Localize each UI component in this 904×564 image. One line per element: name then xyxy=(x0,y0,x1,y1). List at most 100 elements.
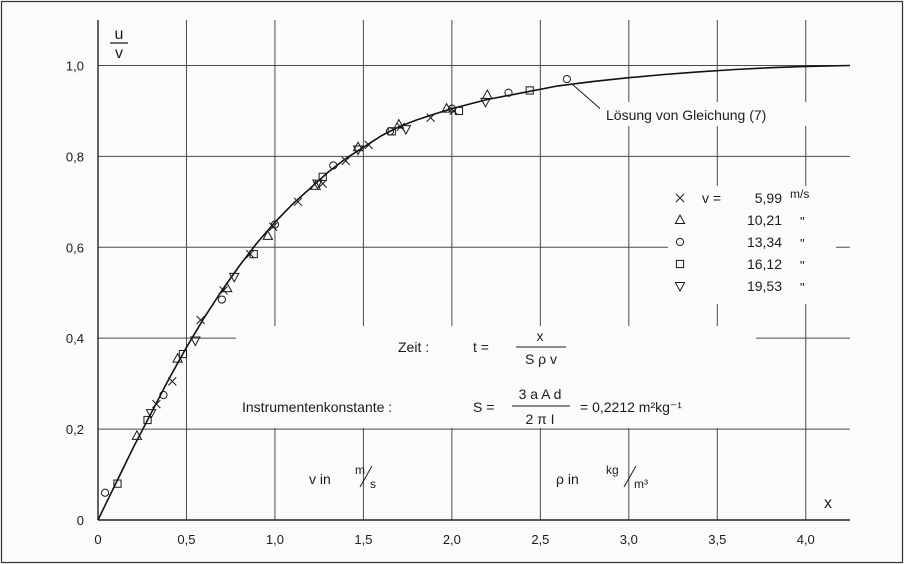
data-point-circle xyxy=(329,161,338,170)
legend-label: 13,34 xyxy=(747,234,782,250)
data-point-x xyxy=(341,156,351,166)
data-point-x xyxy=(318,179,328,188)
data-point-triangle-down xyxy=(228,272,240,283)
data-point-triangle-up xyxy=(262,229,274,240)
data-point-triangle-down xyxy=(189,336,201,347)
x-axis-label: x xyxy=(824,495,832,512)
v-unit-denominator: s xyxy=(370,477,376,491)
data-point-circle xyxy=(159,390,168,400)
y-tick-label: 0,2 xyxy=(66,422,84,437)
legend-unit: m/s xyxy=(790,187,809,201)
legend-marker-triangle-down xyxy=(674,282,686,293)
data-point-x xyxy=(426,113,436,123)
x-tick-label: 1,0 xyxy=(266,532,284,547)
data-point-x xyxy=(152,399,161,409)
y-tick-label: 1,0 xyxy=(66,58,84,73)
legend-label: 10,21 xyxy=(747,212,782,228)
legend-marker-square xyxy=(675,259,685,269)
data-point-triangle-down xyxy=(352,145,364,156)
data-point-circle xyxy=(270,220,280,229)
data-point-triangle-down xyxy=(145,409,157,420)
data-point-triangle-up xyxy=(221,282,233,293)
legend-bg xyxy=(668,186,836,304)
rho-unit-slash xyxy=(623,465,637,488)
instrument-constant-value: = 0,2212 m²kg⁻¹ xyxy=(580,399,682,415)
legend-title: v = xyxy=(702,190,721,206)
v-unit-slash xyxy=(359,465,373,488)
legend-ditto: " xyxy=(800,214,805,229)
instrument-constant-numerator: 3 a A d xyxy=(519,386,562,402)
v-unit-prefix: v in xyxy=(309,471,331,487)
data-point-triangle-up xyxy=(393,118,405,129)
data-point-square xyxy=(318,172,327,181)
data-point-x xyxy=(196,315,205,325)
data-point-x xyxy=(268,222,278,232)
data-point-x xyxy=(167,377,177,386)
legend-label: 5,99 xyxy=(755,190,782,206)
data-point-triangle-up xyxy=(310,179,322,190)
x-tick-label: 3,0 xyxy=(620,532,638,547)
curve-label-leader xyxy=(571,83,605,113)
y-tick-label: 0,4 xyxy=(66,331,84,346)
data-point-square xyxy=(143,415,152,425)
data-point-triangle-up xyxy=(481,88,493,99)
legend-marker-circle xyxy=(675,237,685,247)
zeit-lhs: t = xyxy=(473,339,489,355)
y-tick-label: 0 xyxy=(77,513,84,528)
x-tick-label: 2,0 xyxy=(443,532,461,547)
data-point-circle xyxy=(100,488,110,497)
zeit-label: Zeit : xyxy=(398,339,429,355)
x-tick-label: 1,5 xyxy=(354,532,372,547)
data-point-square xyxy=(387,127,396,136)
data-point-triangle-down xyxy=(400,125,412,136)
legend: v = 5,99 m/s 10,21 " 13,34 " 16,12 " 19,53 " xyxy=(674,187,809,295)
instrument-constant-denominator: 2 π I xyxy=(525,411,554,427)
data-point-square xyxy=(178,349,188,359)
data-point-x xyxy=(449,106,459,116)
v-unit-numerator: m xyxy=(355,463,365,477)
legend-label: 19,53 xyxy=(747,278,782,294)
zeit-numerator: x xyxy=(537,328,544,344)
legend-ditto: " xyxy=(800,258,805,273)
legend-ditto: " xyxy=(800,236,805,251)
instrument-constant-label: Instrumentenkonstante : xyxy=(242,399,392,415)
y-tick-label: 0,8 xyxy=(66,149,84,164)
data-point-circle xyxy=(504,88,513,97)
rho-unit-prefix: ρ in xyxy=(556,471,579,487)
x-tick-label: 0,5 xyxy=(177,532,195,547)
data-point-x xyxy=(293,197,303,207)
curve-label: Lösung von Gleichung (7) xyxy=(606,107,766,123)
solution-curve xyxy=(97,64,851,521)
data-point-triangle-down xyxy=(311,179,323,190)
y-tick-label: 0,6 xyxy=(66,240,84,255)
x-tick-label: 4,0 xyxy=(797,532,815,547)
y-axis-label-top: u xyxy=(115,26,124,43)
instrument-constant-lhs: S = xyxy=(473,399,494,415)
data-point-square xyxy=(525,86,534,95)
data-point-square xyxy=(249,249,258,259)
data-point-triangle-down xyxy=(480,97,491,108)
formula-bg xyxy=(236,326,756,428)
rho-unit-denominator: m³ xyxy=(634,477,648,491)
legend-ditto: " xyxy=(800,280,805,295)
curve-label-bg xyxy=(600,102,836,126)
data-point-triangle-up xyxy=(131,429,143,440)
x-tick-label: 3,5 xyxy=(708,532,726,547)
data-point-circle xyxy=(562,74,571,84)
data-point-x xyxy=(364,140,374,150)
rho-unit-numerator: kg xyxy=(606,463,619,477)
zeit-denominator: S ρ v xyxy=(525,351,557,367)
y-axis-label-bottom: v xyxy=(115,45,123,62)
legend-marker-x xyxy=(675,193,685,203)
data-point-circle xyxy=(217,295,226,304)
data-points xyxy=(100,74,571,497)
x-tick-label: 0 xyxy=(94,532,101,547)
data-point-triangle-up xyxy=(441,102,453,113)
x-tick-label: 2,5 xyxy=(531,532,549,547)
data-point-square xyxy=(113,479,122,488)
tick-labels: 0 0,5 1,0 1,5 2,0 2,5 3,0 3,5 4,0 0 0,2 0,4 0,6 0,8 1,… xyxy=(66,58,815,547)
legend-marker-triangle-up xyxy=(674,213,686,224)
legend-label: 16,12 xyxy=(747,256,782,272)
